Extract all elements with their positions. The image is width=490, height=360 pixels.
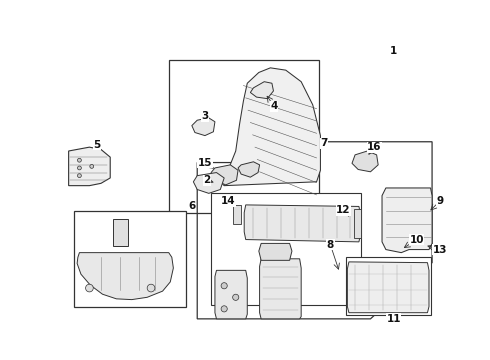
Polygon shape <box>194 172 224 193</box>
Text: 7: 7 <box>320 138 328 148</box>
Circle shape <box>77 166 81 170</box>
Text: 14: 14 <box>220 196 235 206</box>
Polygon shape <box>220 68 320 186</box>
Polygon shape <box>211 165 238 185</box>
Bar <box>211 193 361 305</box>
Bar <box>346 257 431 315</box>
Polygon shape <box>215 270 247 319</box>
Text: 12: 12 <box>336 205 351 215</box>
Bar <box>74 211 186 307</box>
Polygon shape <box>113 219 128 246</box>
Text: 13: 13 <box>433 244 447 255</box>
Text: 4: 4 <box>270 101 278 111</box>
Text: 2: 2 <box>204 175 211 185</box>
Polygon shape <box>77 253 173 300</box>
Polygon shape <box>69 147 110 186</box>
Text: 5: 5 <box>94 140 101 150</box>
Polygon shape <box>259 243 292 260</box>
Polygon shape <box>250 82 273 99</box>
Circle shape <box>77 174 81 177</box>
Polygon shape <box>192 118 215 136</box>
Circle shape <box>86 284 93 292</box>
Polygon shape <box>244 205 361 242</box>
Circle shape <box>77 158 81 162</box>
Bar <box>233 205 241 224</box>
Bar <box>115 219 127 246</box>
Text: 1: 1 <box>390 46 397 56</box>
Circle shape <box>233 294 239 300</box>
Text: 16: 16 <box>367 142 382 152</box>
Circle shape <box>221 306 227 312</box>
Text: 11: 11 <box>386 314 401 324</box>
Bar <box>354 209 361 238</box>
Circle shape <box>147 284 155 292</box>
Text: 6: 6 <box>188 202 196 211</box>
Text: 3: 3 <box>201 111 209 121</box>
Polygon shape <box>382 188 432 253</box>
Circle shape <box>221 283 227 289</box>
Text: 9: 9 <box>436 196 443 206</box>
Text: 15: 15 <box>197 158 212 167</box>
Text: 8: 8 <box>327 240 334 250</box>
Polygon shape <box>347 262 429 313</box>
Bar <box>169 60 319 213</box>
Polygon shape <box>260 259 301 319</box>
Polygon shape <box>352 151 378 172</box>
Circle shape <box>90 165 94 168</box>
Text: 10: 10 <box>410 235 424 244</box>
Polygon shape <box>238 162 260 177</box>
